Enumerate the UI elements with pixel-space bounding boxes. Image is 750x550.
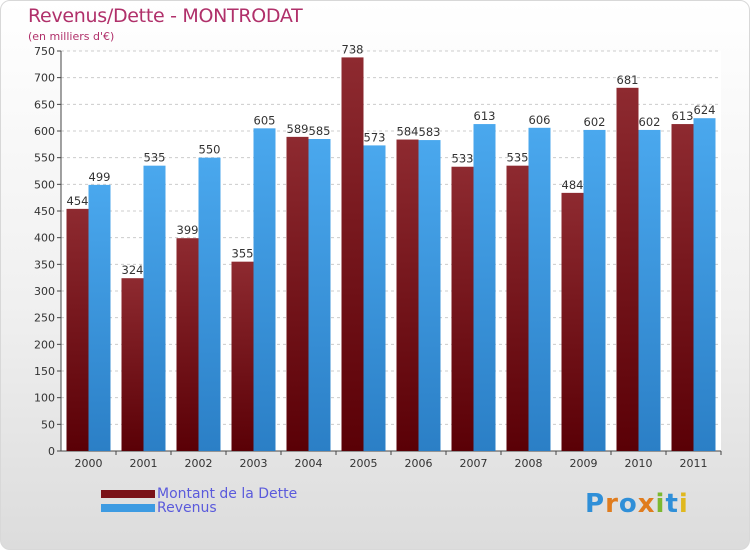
bar-revenus [198, 157, 221, 451]
bar-revenus [693, 118, 716, 451]
data-label: 602 [639, 115, 661, 129]
legend: Montant de la Dette Revenus [101, 486, 298, 516]
y-tick-label: 750 [34, 45, 55, 58]
legend-label-revenus: Revenus [157, 500, 217, 516]
y-tick-label: 150 [34, 365, 55, 378]
data-label: 602 [584, 115, 606, 129]
data-label: 606 [529, 113, 551, 127]
data-label: 613 [474, 109, 496, 123]
data-label: 681 [617, 73, 639, 87]
data-label: 583 [419, 125, 441, 139]
y-tick-label: 50 [41, 418, 55, 431]
x-tick-label: 2001 [130, 457, 158, 470]
y-tick-label: 300 [34, 285, 55, 298]
y-tick-label: 350 [34, 258, 55, 271]
data-label: 533 [452, 152, 474, 166]
data-label: 613 [672, 109, 694, 123]
y-tick-label: 200 [34, 338, 55, 351]
data-label: 535 [144, 151, 166, 165]
legend-item-revenus: Revenus [101, 500, 297, 516]
bar-revenus [308, 139, 331, 451]
data-label: 605 [254, 113, 276, 127]
y-tick-label: 500 [34, 178, 55, 191]
x-tick-label: 2008 [515, 457, 543, 470]
data-label: 324 [122, 263, 144, 277]
data-label: 399 [177, 223, 199, 237]
bar-revenus [528, 127, 551, 452]
bar-dette [176, 238, 199, 451]
data-label: 499 [89, 170, 111, 184]
bar-revenus [418, 140, 441, 452]
bar-dette [121, 278, 144, 451]
bar-dette [561, 192, 584, 451]
data-label: 584 [397, 125, 419, 139]
bar-dette [66, 208, 89, 451]
bar-revenus [88, 184, 111, 451]
bar-dette [341, 57, 364, 452]
bar-dette [451, 166, 474, 451]
bar-revenus [253, 128, 276, 451]
data-label: 585 [309, 124, 331, 138]
x-tick-label: 2004 [295, 457, 323, 470]
legend-swatch-debt [101, 490, 155, 498]
bar-revenus [363, 145, 386, 451]
x-tick-label: 2003 [240, 457, 268, 470]
data-label: 738 [342, 42, 364, 56]
proxiti-logo: Proxiti [585, 489, 689, 519]
x-tick-label: 2011 [680, 457, 708, 470]
data-label: 535 [507, 151, 529, 165]
data-label: 624 [694, 103, 716, 117]
x-tick-label: 2009 [570, 457, 598, 470]
data-label: 589 [287, 122, 309, 136]
y-tick-label: 700 [34, 72, 55, 85]
bar-revenus [583, 129, 606, 451]
bar-dette [506, 165, 529, 451]
y-tick-label: 400 [34, 232, 55, 245]
x-tick-label: 2006 [405, 457, 433, 470]
plot-area [61, 51, 721, 451]
legend-swatch-revenus [101, 504, 155, 512]
x-tick-label: 2005 [350, 457, 378, 470]
bar-revenus [473, 124, 496, 452]
x-tick-label: 2002 [185, 457, 213, 470]
y-tick-label: 100 [34, 392, 55, 405]
y-tick-label: 650 [34, 98, 55, 111]
bar-dette [231, 261, 254, 451]
data-label: 355 [232, 247, 254, 261]
bar-dette [396, 139, 419, 452]
y-tick-label: 600 [34, 125, 55, 138]
bar-dette [616, 87, 639, 452]
chart-subtitle: (en milliers d'€) [28, 30, 115, 43]
y-tick-label: 0 [48, 445, 55, 458]
y-tick-label: 550 [34, 152, 55, 165]
data-label: 454 [67, 194, 89, 208]
data-label: 484 [562, 178, 584, 192]
x-tick-label: 2007 [460, 457, 488, 470]
y-tick-label: 450 [34, 205, 55, 218]
bar-dette [671, 124, 694, 452]
y-tick-label: 250 [34, 312, 55, 325]
bar-revenus [143, 165, 166, 451]
x-tick-label: 2010 [625, 457, 653, 470]
data-label: 573 [364, 130, 386, 144]
chart-title: Revenus/Dette - MONTRODAT [28, 5, 303, 27]
data-label: 550 [199, 143, 221, 157]
x-tick-label: 2000 [75, 457, 103, 470]
legend-item-debt: Montant de la Dette [101, 486, 298, 502]
bar-dette [286, 136, 309, 451]
bar-revenus [638, 129, 661, 451]
legend-label-debt: Montant de la Dette [157, 486, 298, 502]
